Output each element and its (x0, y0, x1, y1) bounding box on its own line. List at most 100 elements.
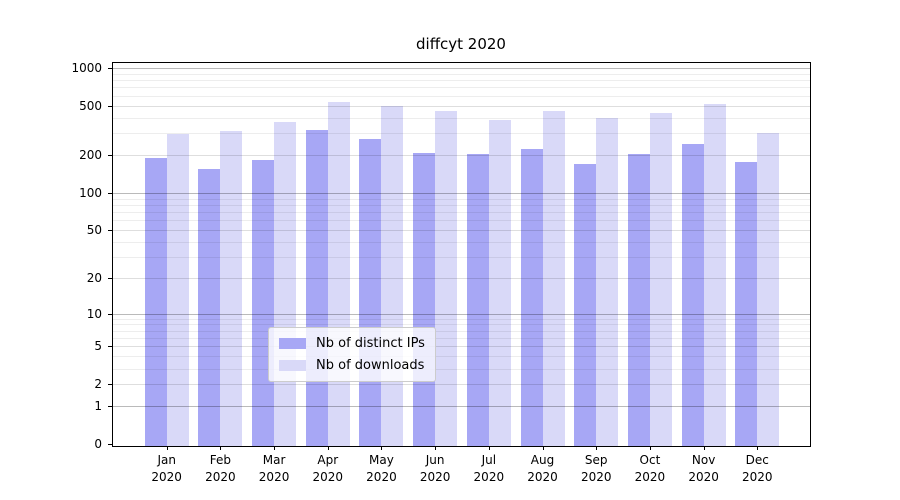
y-tick (108, 384, 112, 386)
bar-downloads (703, 103, 726, 446)
bar-downloads (649, 113, 672, 446)
x-tick (542, 446, 544, 450)
legend-swatch-distinct-ips (279, 338, 306, 349)
x-tick-label: Jan 2020 (151, 453, 182, 484)
bar-downloads (327, 101, 350, 446)
y-tick (108, 192, 112, 194)
x-axis-line (112, 446, 811, 447)
legend: Nb of distinct IPs Nb of downloads (268, 327, 436, 382)
bar-downloads (274, 122, 297, 446)
bar-distinct-ips (198, 169, 221, 446)
x-tick-label: Nov 2020 (688, 453, 719, 484)
y-gridline (112, 278, 810, 280)
bar-downloads (381, 105, 404, 446)
x-tick-label: Oct 2020 (634, 453, 666, 484)
bar-distinct-ips (144, 158, 167, 446)
y-gridline (112, 384, 810, 386)
x-tick-label: Sep 2020 (580, 453, 612, 484)
bar-downloads (166, 133, 189, 446)
x-tick (757, 446, 759, 450)
y-gridline (112, 155, 810, 157)
y-gridline-minor (112, 338, 810, 340)
bar-downloads (488, 119, 511, 446)
x-tick-label: Mar 2020 (258, 453, 290, 484)
y-tick-label: 1 (94, 399, 102, 414)
legend-label: Nb of downloads (316, 357, 425, 373)
x-tick-label: Jul 2020 (473, 453, 505, 484)
bar-downloads (435, 110, 458, 446)
y-tick (108, 346, 112, 348)
y-tick (108, 406, 112, 408)
x-tick (327, 446, 329, 450)
x-tick-label: Apr 2020 (312, 453, 344, 484)
y-tick-label: 5 (94, 339, 102, 354)
y-gridline-minor (112, 212, 810, 214)
bar-downloads (596, 117, 619, 446)
y-gridline (112, 230, 810, 232)
y-tick-label: 50 (86, 223, 102, 238)
y-tick (108, 278, 112, 280)
bar-distinct-ips (252, 160, 275, 446)
x-tick (166, 446, 168, 450)
bar-downloads (220, 131, 243, 446)
x-tick (274, 446, 276, 450)
y-tick-label: 0 (94, 437, 102, 451)
bar-distinct-ips (574, 163, 597, 446)
y-gridline (112, 313, 810, 315)
x-tick (381, 446, 383, 450)
y-gridline-minor (112, 87, 810, 89)
y-tick-label: 500 (79, 98, 102, 113)
x-tick (220, 446, 222, 450)
legend-item: Nb of downloads (279, 357, 425, 374)
y-axis-line (112, 62, 113, 447)
bar-downloads (542, 110, 565, 446)
y-gridline-minor (112, 368, 810, 370)
x-tick (649, 446, 651, 450)
legend-swatch-downloads (279, 360, 306, 371)
y-tick-label: 100 (79, 185, 102, 200)
bar-distinct-ips (520, 148, 543, 446)
y-gridline-minor (112, 241, 810, 243)
legend-item: Nb of distinct IPs (279, 335, 425, 352)
y-gridline-minor (112, 204, 810, 206)
chart-title: diffcyt 2020 (416, 35, 506, 53)
y-gridline-minor (112, 257, 810, 259)
y-gridline (112, 346, 810, 348)
right-spine (810, 62, 811, 447)
y-tick-label: 20 (86, 271, 102, 286)
y-gridline-minor (112, 117, 810, 119)
x-tick-label: Jun 2020 (419, 453, 451, 484)
top-spine (112, 62, 811, 63)
y-gridline (112, 406, 810, 408)
y-gridline-minor (112, 324, 810, 326)
x-tick-label: Feb 2020 (205, 453, 236, 484)
x-tick (703, 446, 705, 450)
x-tick (596, 446, 598, 450)
y-gridline-minor (112, 330, 810, 332)
bar-distinct-ips (735, 162, 758, 446)
y-gridline-minor (112, 198, 810, 200)
legend-label: Nb of distinct IPs (316, 335, 425, 351)
x-tick-label: May 2020 (366, 453, 397, 484)
y-gridline-minor (112, 95, 810, 97)
bar-distinct-ips (305, 130, 328, 446)
y-tick (108, 105, 112, 107)
y-tick (108, 68, 112, 70)
y-gridline-minor (112, 73, 810, 75)
bar-downloads (757, 133, 780, 446)
y-gridline-minor (112, 356, 810, 358)
y-gridline-minor (112, 220, 810, 222)
y-gridline (112, 192, 810, 194)
bar-distinct-ips (359, 139, 382, 446)
bar-distinct-ips (466, 153, 489, 446)
y-gridline (112, 68, 810, 70)
plot-area (112, 62, 810, 446)
y-gridline-minor (112, 318, 810, 320)
x-tick (488, 446, 490, 450)
bar-distinct-ips (681, 144, 704, 446)
y-tick (108, 230, 112, 232)
y-gridline-minor (112, 133, 810, 135)
y-tick-label: 2 (94, 377, 102, 392)
y-tick (108, 155, 112, 157)
